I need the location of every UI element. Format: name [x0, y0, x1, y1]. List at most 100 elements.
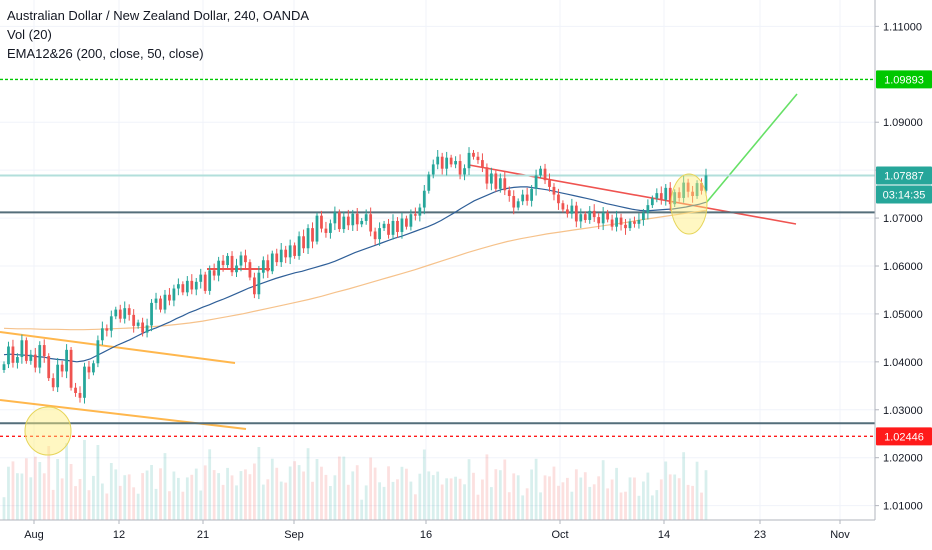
candle-body	[686, 182, 690, 192]
candle-body	[431, 164, 435, 175]
highlight-ellipse	[670, 173, 708, 235]
volume-indicator-label[interactable]: Vol (20)	[7, 27, 52, 42]
candle-body	[11, 346, 15, 363]
candle-body	[311, 228, 314, 242]
price-tick-label: 1.02000	[883, 453, 923, 465]
volume-bar	[624, 491, 627, 520]
candle-body	[633, 221, 636, 224]
candle-body	[105, 328, 109, 331]
candle-body	[342, 216, 346, 230]
candle-body	[257, 272, 261, 295]
volume-bar	[583, 472, 587, 520]
volume-bar	[132, 487, 136, 520]
candle-body	[615, 217, 618, 227]
candle-body	[650, 198, 654, 206]
candle-body	[69, 349, 73, 388]
price-tick-label: 1.04000	[883, 357, 923, 369]
volume-bar	[606, 488, 610, 520]
candle-body	[552, 186, 556, 195]
candle-body	[516, 201, 520, 208]
volume-bar	[288, 466, 292, 520]
candle-body	[132, 314, 136, 326]
volume-bar	[530, 469, 534, 520]
candle-body	[543, 168, 547, 181]
volume-bar	[83, 440, 86, 520]
volume-bar	[637, 495, 641, 520]
time-tick-label: Nov	[830, 529, 850, 541]
candle-body	[96, 340, 100, 364]
price-tick-label: 1.01000	[883, 501, 923, 513]
candle-body	[400, 218, 404, 232]
volume-bar	[378, 482, 381, 520]
volume-bar	[33, 456, 37, 520]
volume-bar	[297, 465, 301, 520]
volume-bar	[105, 493, 109, 520]
volume-bar	[351, 471, 355, 520]
volume-bar	[96, 445, 100, 520]
volume-bar	[682, 452, 686, 520]
volume-bar	[275, 467, 279, 520]
candle-body	[601, 212, 605, 224]
candle-body	[333, 212, 337, 224]
volume-bar	[226, 467, 229, 520]
candle-body	[373, 231, 377, 240]
candle-body	[396, 220, 399, 232]
volume-bar	[472, 472, 475, 520]
ema-indicator-label[interactable]: EMA12&26 (200, close, 50, close)	[7, 46, 204, 61]
candle-body	[346, 216, 350, 226]
volume-bar	[16, 473, 19, 520]
volume-bar	[507, 492, 511, 520]
volume-bar	[212, 470, 216, 520]
candle-body	[472, 152, 475, 157]
candle-body	[16, 357, 19, 363]
candle-body	[248, 262, 252, 278]
candle-body	[597, 217, 601, 224]
candle-body	[704, 175, 708, 191]
volume-bar	[270, 458, 274, 520]
candle-body	[677, 192, 681, 198]
volume-bar	[646, 472, 650, 520]
volume-bar	[413, 494, 417, 520]
volume-bar	[534, 458, 538, 520]
candle-body	[24, 340, 28, 361]
volume-bar	[78, 479, 82, 520]
volume-bar	[601, 460, 605, 520]
volume-bar	[655, 490, 659, 520]
symbol-title[interactable]: Australian Dollar / New Zealand Dollar, …	[7, 8, 310, 23]
volume-bar	[320, 466, 323, 520]
volume-bar	[69, 464, 73, 520]
volume-bar	[387, 466, 390, 520]
candle-body	[87, 366, 91, 373]
volume-bar	[306, 448, 310, 520]
highlight-overlays	[24, 173, 708, 456]
volume-bar	[163, 453, 167, 520]
volume-bar	[65, 443, 68, 520]
candle-body	[320, 215, 323, 229]
horizontal-lines	[0, 78, 875, 438]
candle-body	[136, 322, 140, 326]
candle-body	[646, 205, 650, 213]
volume-bar	[24, 458, 28, 520]
candle-body	[557, 194, 560, 204]
volume-bar	[454, 476, 457, 520]
price-axis[interactable]: 1.110001.090001.080001.070001.060001.050…	[874, 0, 932, 520]
volume-bar	[548, 476, 551, 520]
time-axis[interactable]: Aug 12 21 Sep 16 Oct 14 23 Nov	[0, 519, 875, 541]
volume-bar	[279, 481, 283, 520]
volume-bar	[574, 469, 578, 520]
candle-body	[548, 180, 551, 187]
candle-body	[65, 349, 68, 372]
volume-bar	[42, 473, 46, 520]
candle-body	[521, 194, 525, 202]
volume-bar	[51, 489, 55, 520]
volume-bar	[481, 479, 484, 520]
volume-bar	[47, 446, 51, 520]
time-tick-label: Aug	[24, 529, 44, 541]
volume-bar	[673, 474, 677, 520]
candle-body	[275, 253, 279, 263]
candle-body	[181, 284, 185, 293]
candle-body	[445, 157, 449, 169]
volume-bar	[449, 478, 453, 520]
